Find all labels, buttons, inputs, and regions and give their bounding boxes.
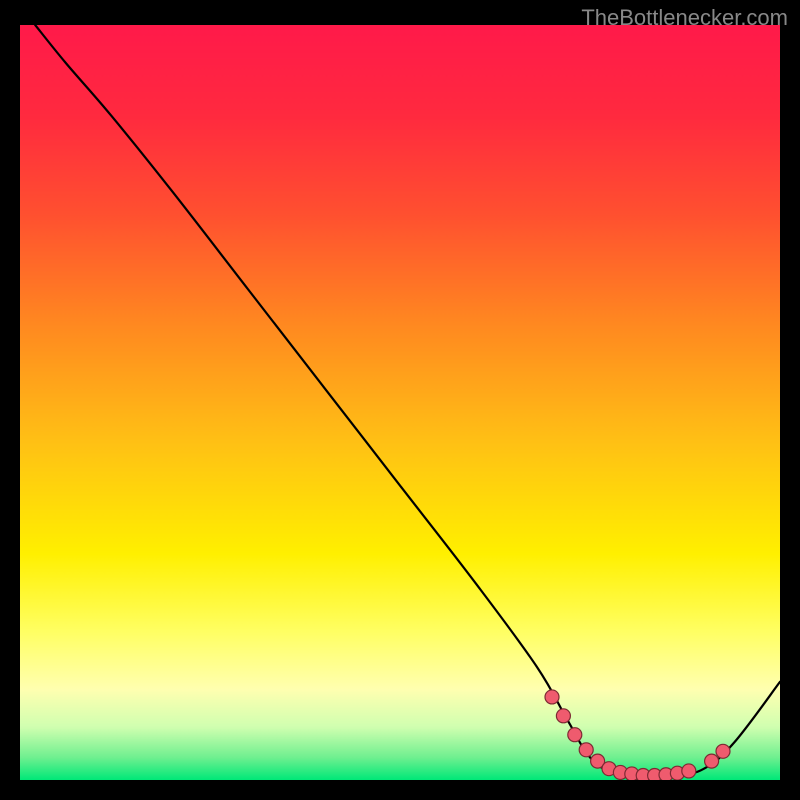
- chart-container: TheBottlenecker.com: [0, 0, 800, 800]
- plot-area: [20, 25, 780, 780]
- attribution-text[interactable]: TheBottlenecker.com: [581, 5, 788, 31]
- gradient-background: [20, 25, 780, 780]
